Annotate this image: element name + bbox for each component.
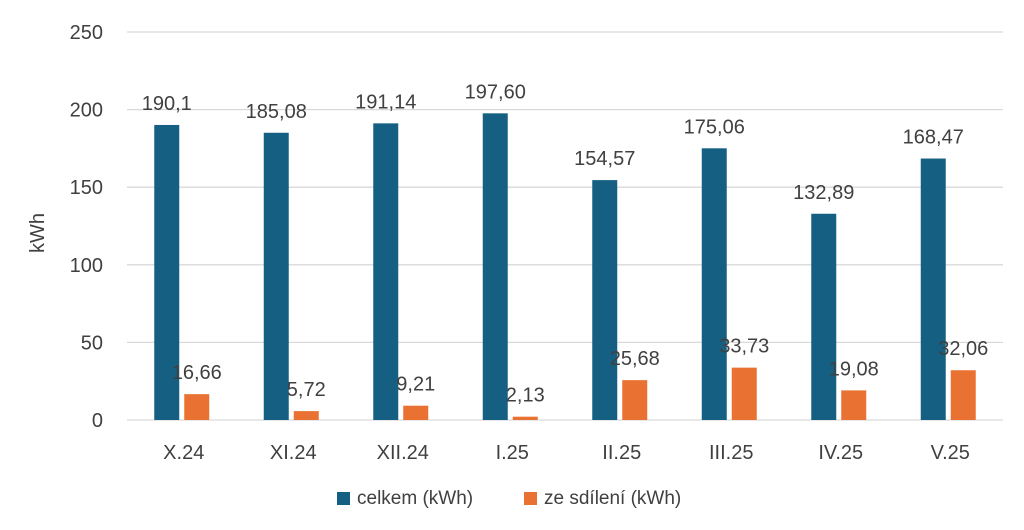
data-label: 19,08 bbox=[829, 358, 879, 380]
x-tick-label: V.25 bbox=[931, 442, 970, 464]
data-label: 132,89 bbox=[793, 182, 854, 204]
data-label: 5,72 bbox=[287, 379, 326, 401]
y-tick-label: 50 bbox=[81, 332, 103, 354]
bar-celkem bbox=[263, 132, 289, 420]
bar-celkem bbox=[811, 213, 837, 420]
data-label: 175,06 bbox=[684, 116, 745, 138]
data-label: 32,06 bbox=[938, 338, 988, 360]
data-label: 33,73 bbox=[719, 336, 769, 358]
legend-label: celkem (kWh) bbox=[357, 488, 473, 509]
data-label: 9,21 bbox=[396, 374, 435, 396]
bar-ze-sdileni bbox=[622, 380, 648, 420]
bar-ze-sdileni bbox=[403, 405, 429, 420]
x-tick-label: II.25 bbox=[602, 442, 641, 464]
bar-ze-sdileni bbox=[512, 416, 538, 420]
data-label: 191,14 bbox=[355, 91, 416, 113]
data-label: 16,66 bbox=[172, 362, 222, 384]
legend-swatch bbox=[524, 492, 537, 505]
y-tick-label: 250 bbox=[70, 22, 103, 44]
bar-celkem bbox=[482, 113, 508, 420]
data-label: 154,57 bbox=[574, 148, 635, 170]
data-label: 190,1 bbox=[142, 93, 192, 115]
legend-label: ze sdílení (kWh) bbox=[544, 488, 681, 509]
x-tick-label: III.25 bbox=[709, 442, 753, 464]
x-tick-label: IV.25 bbox=[818, 442, 863, 464]
y-tick-label: 100 bbox=[70, 255, 103, 277]
bar-ze-sdileni bbox=[184, 394, 210, 420]
bar-celkem bbox=[701, 148, 727, 420]
y-tick-label: 0 bbox=[92, 410, 103, 432]
data-label: 197,60 bbox=[465, 81, 526, 103]
y-axis-label: kWh bbox=[27, 213, 49, 253]
x-tick-label: XII.24 bbox=[377, 442, 429, 464]
bar-ze-sdileni bbox=[841, 390, 867, 420]
bar-celkem bbox=[154, 124, 180, 421]
data-label: 2,13 bbox=[506, 385, 545, 407]
data-label: 168,47 bbox=[903, 127, 964, 149]
bar-celkem bbox=[592, 180, 618, 420]
x-tick-label: X.24 bbox=[163, 442, 204, 464]
bar-ze-sdileni bbox=[293, 411, 319, 420]
bar-ze-sdileni bbox=[731, 367, 757, 420]
x-tick-label: I.25 bbox=[496, 442, 529, 464]
data-label: 185,08 bbox=[246, 101, 307, 123]
bar-ze-sdileni bbox=[950, 370, 976, 420]
data-label: 25,68 bbox=[610, 348, 660, 370]
y-tick-label: 200 bbox=[70, 100, 103, 122]
x-tick-label: XI.24 bbox=[270, 442, 317, 464]
y-tick-label: 150 bbox=[70, 177, 103, 199]
legend-swatch bbox=[337, 492, 350, 505]
bar-celkem bbox=[373, 123, 399, 421]
bar-celkem bbox=[920, 158, 946, 421]
